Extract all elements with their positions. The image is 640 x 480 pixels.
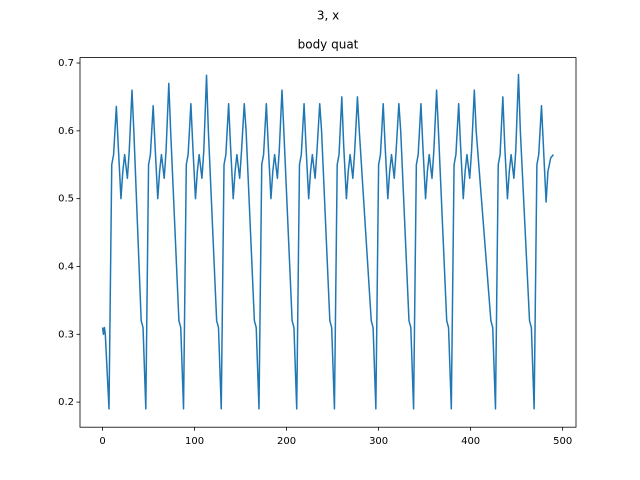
- y-tick-label: 0.7: [58, 58, 74, 69]
- x-tick-label: 300: [369, 436, 388, 447]
- y-tick-label: 0.4: [58, 261, 74, 272]
- x-tick-label: 200: [277, 436, 296, 447]
- data-line: [101, 73, 555, 410]
- x-tick-label: 100: [185, 436, 204, 447]
- x-tick-label: 500: [553, 436, 572, 447]
- chart-title: body quat: [298, 38, 359, 52]
- suptitle: 3, x: [317, 9, 339, 23]
- x-tick-label: 0: [99, 436, 105, 447]
- y-tick-label: 0.2: [58, 397, 74, 408]
- y-tick-label: 0.6: [58, 126, 74, 137]
- y-tick-label: 0.5: [58, 194, 74, 205]
- y-tick-label: 0.3: [58, 329, 74, 340]
- x-tick-label: 400: [461, 436, 480, 447]
- axes-frame: [79, 57, 577, 428]
